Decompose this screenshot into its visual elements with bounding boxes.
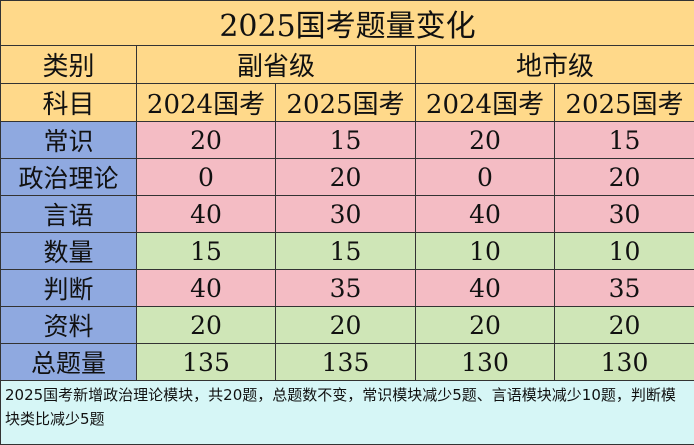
subject-header: 科目 — [1, 84, 137, 122]
value-cell: 135 — [276, 344, 416, 381]
value-cell: 10 — [416, 233, 555, 270]
year-header: 2025国考 — [555, 84, 694, 122]
category-header: 类别 — [1, 46, 137, 84]
table-row: 资料 20 20 20 20 — [1, 307, 694, 344]
subject-label: 数量 — [1, 233, 137, 270]
value-cell: 130 — [416, 344, 555, 381]
value-cell: 20 — [555, 307, 694, 344]
year-header: 2024国考 — [416, 84, 555, 122]
value-cell: 40 — [137, 196, 276, 233]
value-cell: 20 — [416, 122, 555, 159]
group-header-vice-provincial: 副省级 — [137, 46, 416, 84]
value-cell: 30 — [276, 196, 416, 233]
value-cell: 20 — [416, 307, 555, 344]
subject-label: 总题量 — [1, 344, 137, 381]
table-row: 常识 20 15 20 15 — [1, 122, 694, 159]
value-cell: 20 — [555, 159, 694, 196]
value-cell: 130 — [555, 344, 694, 381]
value-cell: 15 — [276, 122, 416, 159]
table-row: 政治理论 0 20 0 20 — [1, 159, 694, 196]
value-cell: 40 — [416, 270, 555, 307]
value-cell: 15 — [276, 233, 416, 270]
value-cell: 20 — [276, 159, 416, 196]
value-cell: 15 — [555, 122, 694, 159]
value-cell: 35 — [276, 270, 416, 307]
value-cell: 10 — [555, 233, 694, 270]
value-cell: 135 — [137, 344, 276, 381]
table-title: 2025国考题量变化 — [1, 1, 694, 46]
table-row-total: 总题量 135 135 130 130 — [1, 344, 694, 381]
value-cell: 20 — [276, 307, 416, 344]
value-cell: 20 — [137, 122, 276, 159]
value-cell: 0 — [137, 159, 276, 196]
table-row: 判断 40 35 40 35 — [1, 270, 694, 307]
value-cell: 15 — [137, 233, 276, 270]
subject-label: 言语 — [1, 196, 137, 233]
value-cell: 20 — [137, 307, 276, 344]
subject-label: 判断 — [1, 270, 137, 307]
subject-label: 政治理论 — [1, 159, 137, 196]
subject-label: 资料 — [1, 307, 137, 344]
table-row: 数量 15 15 10 10 — [1, 233, 694, 270]
value-cell: 0 — [416, 159, 555, 196]
year-header: 2025国考 — [276, 84, 416, 122]
group-header-prefecture: 地市级 — [416, 46, 694, 84]
year-header: 2024国考 — [137, 84, 276, 122]
value-cell: 35 — [555, 270, 694, 307]
value-cell: 30 — [555, 196, 694, 233]
table-row: 言语 40 30 40 30 — [1, 196, 694, 233]
value-cell: 40 — [416, 196, 555, 233]
summary-note: 2025国考新增政治理论模块，共20题，总题数不变，常识模块减少5题、言语模块减… — [1, 381, 694, 445]
subject-label: 常识 — [1, 122, 137, 159]
value-cell: 40 — [137, 270, 276, 307]
